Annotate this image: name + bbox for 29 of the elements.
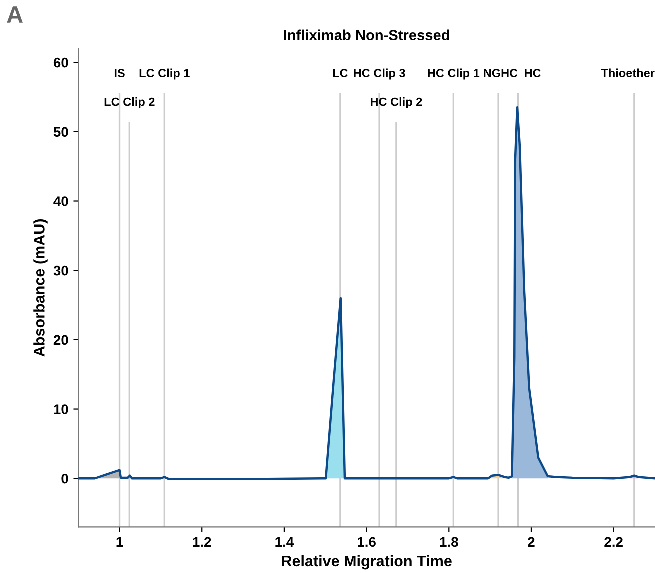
ref-line-label: HC Clip 1 — [428, 68, 480, 80]
x-tick-label: 1.8 — [440, 537, 458, 548]
x-tick-label: 1.4 — [276, 537, 294, 547]
ref-line-label: IS — [114, 69, 125, 78]
y-tick-label: 20 — [54, 335, 68, 346]
ref-line-label: NGHC — [484, 69, 518, 78]
chart-title: Infliximab Non-Stressed — [284, 30, 450, 41]
x-axis-title: Relative Migration Time — [282, 555, 452, 570]
y-tick-label: 30 — [54, 266, 68, 276]
y-tick-label: 60 — [54, 58, 68, 68]
ref-line-label: LC Clip 2 — [104, 98, 155, 109]
x-tick-label: 2 — [528, 537, 535, 547]
ref-line-label: HC Clip 3 — [354, 68, 406, 80]
x-tick-label: 1.2 — [193, 537, 212, 547]
ref-line-label: LC — [333, 69, 348, 78]
ref-line-label: Thioether — [601, 68, 655, 78]
line-series — [78, 106, 655, 480]
x-tick-label: 1.6 — [358, 537, 376, 548]
y-tick-label: 40 — [54, 196, 68, 206]
x-tick-label: 1 — [116, 537, 124, 547]
y-tick-label: 50 — [54, 127, 68, 138]
x-tick-label: 2.2 — [604, 537, 623, 547]
ref-line-label: HC — [525, 69, 541, 78]
y-tick-label: 10 — [54, 404, 68, 414]
y-tick-label: 0 — [62, 474, 68, 484]
ref-line-label: HC Clip 2 — [370, 98, 422, 109]
y-axis-title: Absorbance (mAU) — [34, 220, 48, 357]
text: A — [7, 6, 23, 23]
ref-line-label: LC Clip 1 — [140, 68, 190, 80]
